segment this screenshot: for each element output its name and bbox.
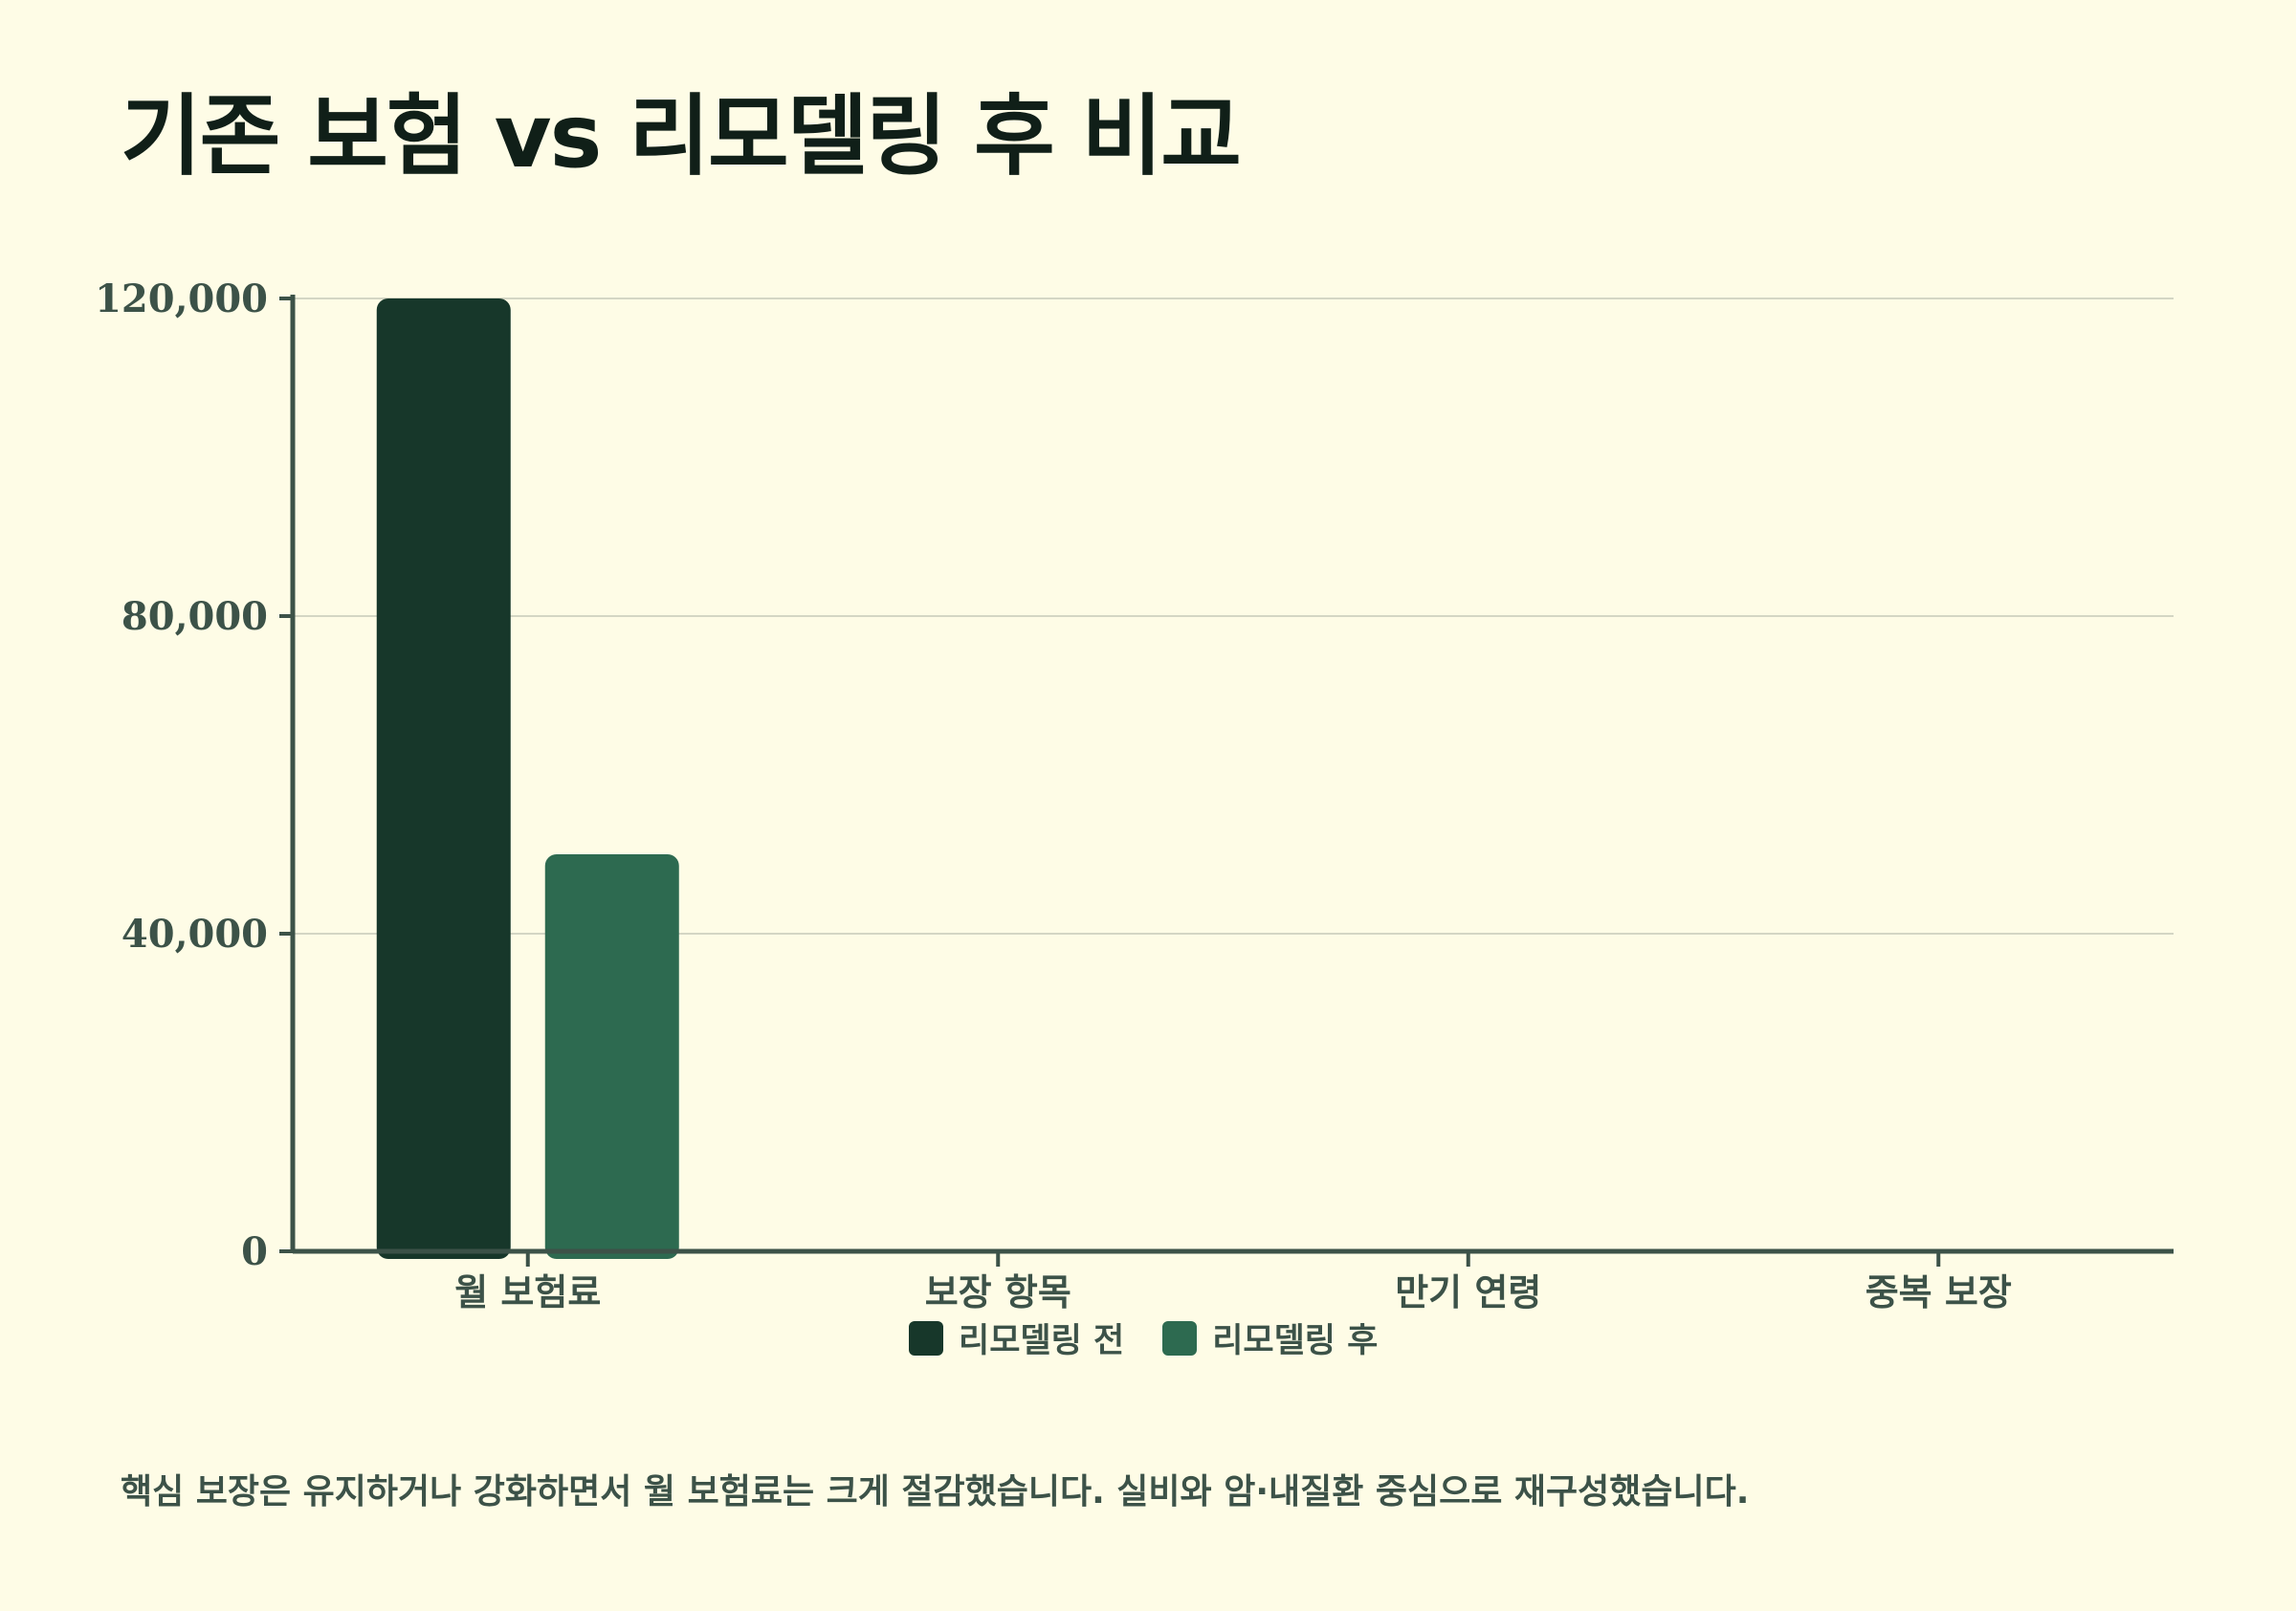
x-tick-label: 중복 보장 <box>1866 1271 2012 1313</box>
grid-lines <box>293 298 2174 935</box>
bar-after <box>544 854 679 1259</box>
x-tick-label: 만기 연령 <box>1395 1271 1541 1313</box>
x-axis-ticks: 월 보험료 보장 항목 만기 연령 중복 보장 <box>454 1251 2012 1313</box>
legend-label-after: 리모델링 후 <box>1212 1322 1379 1360</box>
legend-item-before: 리모델링 전 <box>909 1313 1124 1362</box>
y-tick-label: 80,000 <box>121 594 268 639</box>
legend-swatch-after <box>1162 1320 1198 1356</box>
y-tick-label: 120,000 <box>95 276 268 321</box>
legend: 리모델링 전 리모델링 후 <box>909 1313 1378 1362</box>
axes <box>290 295 2174 1254</box>
chart-title: 기존 보험 vs 리모델링 후 비교 <box>121 85 1242 188</box>
x-tick-label: 월 보험료 <box>454 1271 601 1313</box>
bar-before <box>376 298 511 1259</box>
legend-item-after: 리모델링 후 <box>1162 1313 1378 1362</box>
legend-swatch-before <box>909 1320 943 1356</box>
y-tick-label: 40,000 <box>121 912 268 957</box>
legend-label-before: 리모델링 전 <box>959 1322 1125 1360</box>
footnote: 핵심 보장은 유지하거나 강화하면서 월 보험료는 크게 절감했습니다. 실비와… <box>121 1472 1750 1512</box>
x-tick-label: 보장 항목 <box>925 1271 1071 1313</box>
bars <box>376 298 679 1259</box>
y-axis-ticks: 0 40,000 80,000 120,000 <box>95 276 293 1274</box>
y-tick-label: 0 <box>241 1229 268 1274</box>
